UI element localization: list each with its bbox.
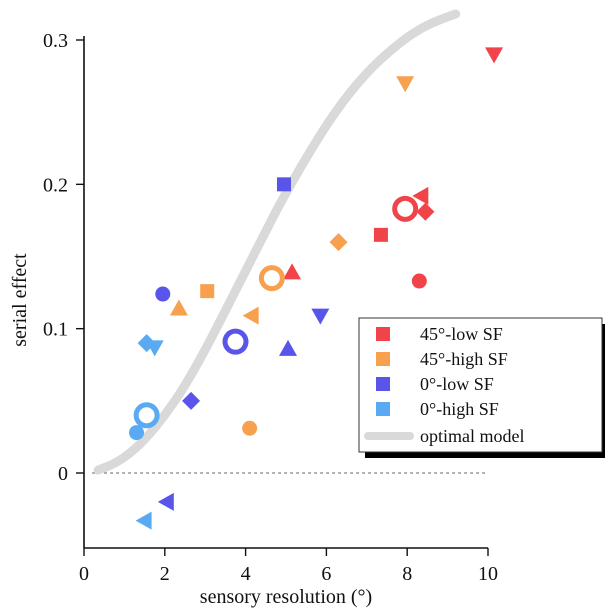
axes [83, 36, 488, 549]
data-points [129, 47, 504, 530]
legend-swatch [376, 352, 390, 366]
data-point-circle [242, 420, 258, 436]
legend-label: 45°-high SF [420, 349, 508, 369]
series-mean-ring [222, 328, 249, 355]
data-point-triangle-down [396, 76, 415, 93]
data-point-triangle-down [311, 308, 330, 325]
legend-label: 0°-high SF [420, 399, 499, 419]
data-point-triangle-down [145, 340, 164, 357]
data-point-circle [155, 286, 171, 302]
x-tick-label: 6 [321, 563, 331, 585]
series-mean-ring [133, 402, 160, 429]
legend: 45°-low SF 45°-high SF 0°-low SF 0°-high SF… [358, 317, 605, 458]
legend-swatch [376, 402, 390, 416]
data-point-circle [129, 425, 145, 441]
y-tick-label: 0.2 [43, 174, 68, 196]
legend-box [358, 317, 603, 453]
data-point-triangle-left [157, 492, 174, 511]
data-point-triangle-down [485, 47, 504, 64]
series-mean-ring [392, 195, 419, 222]
legend-label: 45°-low SF [420, 324, 503, 344]
data-point-triangle-left [242, 306, 259, 325]
y-tick-label: 0 [58, 463, 68, 485]
y-tick-label: 0.1 [43, 319, 68, 341]
x-tick-label: 0 [79, 563, 89, 585]
data-point-triangle-up [279, 339, 298, 356]
y-tick-label: 0.3 [43, 30, 68, 52]
optimal-model-curve [93, 9, 461, 475]
data-point-square [276, 177, 291, 192]
data-point-triangle-left [412, 186, 429, 205]
x-tick-label: 10 [478, 563, 498, 585]
optimal-model-line [93, 9, 461, 475]
data-point-diamond [416, 202, 435, 221]
legend-label: optimal model [420, 426, 524, 446]
x-tick-label: 8 [402, 563, 412, 585]
legend-label: 0°-low SF [420, 374, 494, 394]
series-mean-ring [258, 265, 285, 292]
data-point-diamond [182, 391, 201, 410]
axis-ticks: 0 2 4 6 8 10 0 0.1 0.2 0.3 [43, 30, 498, 585]
series-means [133, 195, 419, 429]
data-point-square [200, 284, 215, 299]
y-axis-title: serial effect [9, 253, 31, 347]
x-axis-title: sensory resolution (°) [200, 586, 372, 608]
legend-swatch [376, 377, 390, 391]
data-point-circle [411, 273, 427, 289]
data-point-diamond [329, 233, 348, 252]
data-point-triangle-up [169, 299, 188, 316]
legend-swatch [376, 327, 390, 341]
x-tick-label: 4 [241, 563, 251, 585]
data-point-triangle-up [283, 263, 302, 280]
data-point-square [373, 227, 388, 242]
x-tick-label: 2 [160, 563, 170, 585]
data-point-triangle-left [135, 511, 152, 530]
